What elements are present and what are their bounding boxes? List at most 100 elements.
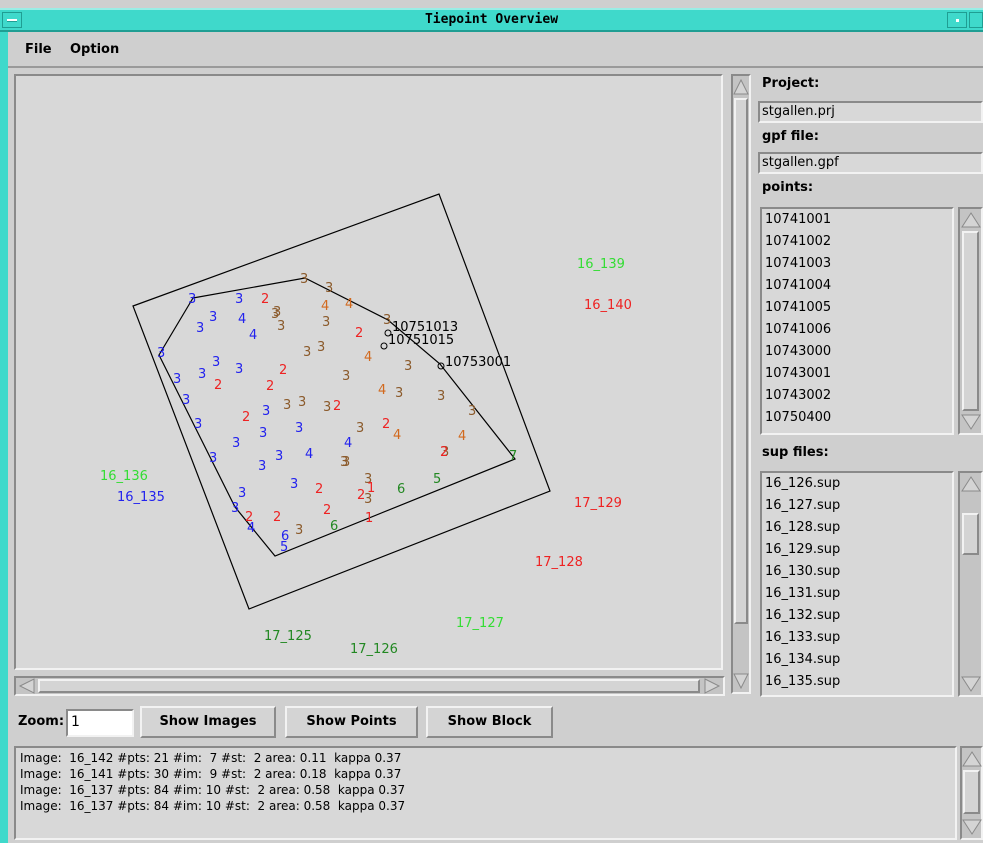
zoom-input[interactable]: 1 [66, 709, 134, 737]
image-labels: 16_139 16_140 16_136 16_135 17_129 17_128 17_1… [100, 257, 632, 657]
control-point-label[interactable]: 10751015 [388, 333, 454, 348]
scroll-up-icon[interactable] [733, 78, 749, 96]
tiepoint-count-label: 3 [262, 404, 270, 419]
log-line: Image: 16_137 #pts: 84 #im: 10 #st: 2 ar… [20, 799, 406, 813]
scroll-down-icon[interactable] [961, 675, 981, 693]
show-images-button[interactable]: Show Images [140, 706, 276, 738]
tiepoint-count-label: 3 [238, 486, 246, 501]
tiepoint-count-label: 3 [395, 386, 403, 401]
tiepoint-count-label: 3 [277, 319, 285, 334]
gpf-file-field[interactable]: stgallen.gpf [758, 152, 983, 174]
tiepoint-count-label: 3 [235, 292, 243, 307]
image-label[interactable]: 16_140 [584, 298, 632, 313]
tiepoint-count-label: 3 [275, 449, 283, 464]
image-label[interactable]: 16_135 [117, 490, 165, 505]
list-item[interactable]: 10743000 [765, 344, 832, 359]
list-item[interactable]: 16_131.sup [765, 586, 841, 601]
tiepoint-count-label: 3 [232, 436, 240, 451]
minimize-button[interactable] [947, 12, 967, 28]
list-item[interactable]: 10741006 [765, 322, 832, 337]
list-item[interactable]: 10741003 [765, 256, 832, 271]
image-label[interactable]: 17_128 [535, 555, 583, 570]
sup-files-list-scrollbar[interactable] [958, 471, 983, 697]
scroll-right-icon[interactable] [703, 678, 721, 694]
control-point-label[interactable]: 10751013 [392, 320, 458, 335]
list-item[interactable]: 16_135.sup [765, 674, 841, 689]
tiepoint-count-label: 3 [259, 426, 267, 441]
block-geometry [132, 193, 551, 610]
scroll-thumb[interactable] [962, 513, 979, 555]
show-points-button[interactable]: Show Points [285, 706, 418, 738]
block-outline [132, 193, 551, 610]
sup-files-list[interactable]: 16_126.sup 16_127.sup 16_128.sup 16_129.… [760, 471, 954, 697]
tiepoint-count-label: 3 [209, 451, 217, 466]
canvas-vertical-scrollbar[interactable] [731, 74, 751, 694]
gpf-file-label: gpf file: [762, 129, 819, 144]
list-item[interactable]: 10741004 [765, 278, 832, 293]
list-item[interactable]: 16_134.sup [765, 652, 841, 667]
tiepoint-count-label: 2 [323, 503, 331, 518]
image-label[interactable]: 16_136 [100, 469, 148, 484]
window-frame-left[interactable] [0, 32, 8, 843]
maximize-button[interactable] [969, 12, 983, 28]
tiepoint-count-label: 3 [235, 362, 243, 377]
window-menu-icon [7, 19, 17, 22]
scroll-down-icon[interactable] [961, 413, 981, 431]
points-list-scrollbar[interactable] [958, 207, 983, 435]
scroll-thumb[interactable] [38, 679, 700, 693]
tiepoint-count-label: 2 [242, 410, 250, 425]
tiepoint-count-label: 6 [281, 529, 289, 544]
tiepoint-count-label: 3 [383, 313, 391, 328]
list-item[interactable]: 10741002 [765, 234, 832, 249]
tiepoint-count-label: 3 [356, 421, 364, 436]
list-item[interactable]: 10741005 [765, 300, 832, 315]
menu-option[interactable]: Option [70, 42, 120, 57]
scroll-left-icon[interactable] [18, 678, 36, 694]
scroll-up-icon[interactable] [961, 475, 981, 493]
image-label[interactable]: 17_127 [456, 616, 504, 631]
list-item[interactable]: 16_126.sup [765, 476, 841, 491]
list-item[interactable]: 16_132.sup [765, 608, 841, 623]
tiepoint-count-label: 3 [271, 307, 279, 322]
scroll-thumb[interactable] [963, 770, 980, 814]
menu-file[interactable]: File [25, 42, 52, 57]
scroll-up-icon[interactable] [962, 750, 982, 768]
tiepoint-count-label: 4 [364, 350, 372, 365]
image-label[interactable]: 17_125 [264, 629, 312, 644]
scroll-thumb[interactable] [962, 231, 979, 411]
scroll-down-icon[interactable] [733, 672, 749, 690]
scroll-up-icon[interactable] [961, 211, 981, 229]
tiepoint-count-label: 2 [355, 326, 363, 341]
scroll-thumb[interactable] [734, 98, 748, 624]
list-item[interactable]: 10750400 [765, 410, 832, 425]
list-item[interactable]: 16_129.sup [765, 542, 841, 557]
project-field[interactable]: stgallen.prj [758, 101, 983, 123]
control-point-label[interactable]: 10753001 [445, 355, 511, 370]
tiepoint-count-label: 1 [367, 481, 375, 496]
list-item[interactable]: 10743001 [765, 366, 832, 381]
canvas-horizontal-scrollbar[interactable] [14, 676, 725, 696]
tiepoint-count-label: 3 [290, 477, 298, 492]
image-label[interactable]: 16_139 [577, 257, 625, 272]
log-scrollbar[interactable] [960, 746, 983, 840]
window-menu-button[interactable] [2, 12, 22, 28]
tiepoint-count-label: 4 [238, 312, 246, 327]
title-bar[interactable]: Tiepoint Overview [0, 8, 983, 32]
list-item[interactable]: 16_133.sup [765, 630, 841, 645]
points-list[interactable]: 10741001 10741002 10741003 10741004 1074… [760, 207, 954, 435]
image-label[interactable]: 17_129 [574, 496, 622, 511]
coverage-polygon [158, 277, 516, 557]
tiepoint-count-label: 2 [357, 488, 365, 503]
tiepoint-count-label: 3 [173, 372, 181, 387]
list-item[interactable]: 16_127.sup [765, 498, 841, 513]
list-item[interactable]: 10741001 [765, 212, 832, 227]
list-item[interactable]: 16_130.sup [765, 564, 841, 579]
scroll-down-icon[interactable] [962, 818, 982, 836]
tiepoint-count-label: 4 [321, 299, 329, 314]
list-item[interactable]: 16_128.sup [765, 520, 841, 535]
show-block-button[interactable]: Show Block [426, 706, 553, 738]
tiepoint-count-label: 3 [404, 359, 412, 374]
list-item[interactable]: 10743002 [765, 388, 832, 403]
image-label[interactable]: 17_126 [350, 642, 398, 657]
